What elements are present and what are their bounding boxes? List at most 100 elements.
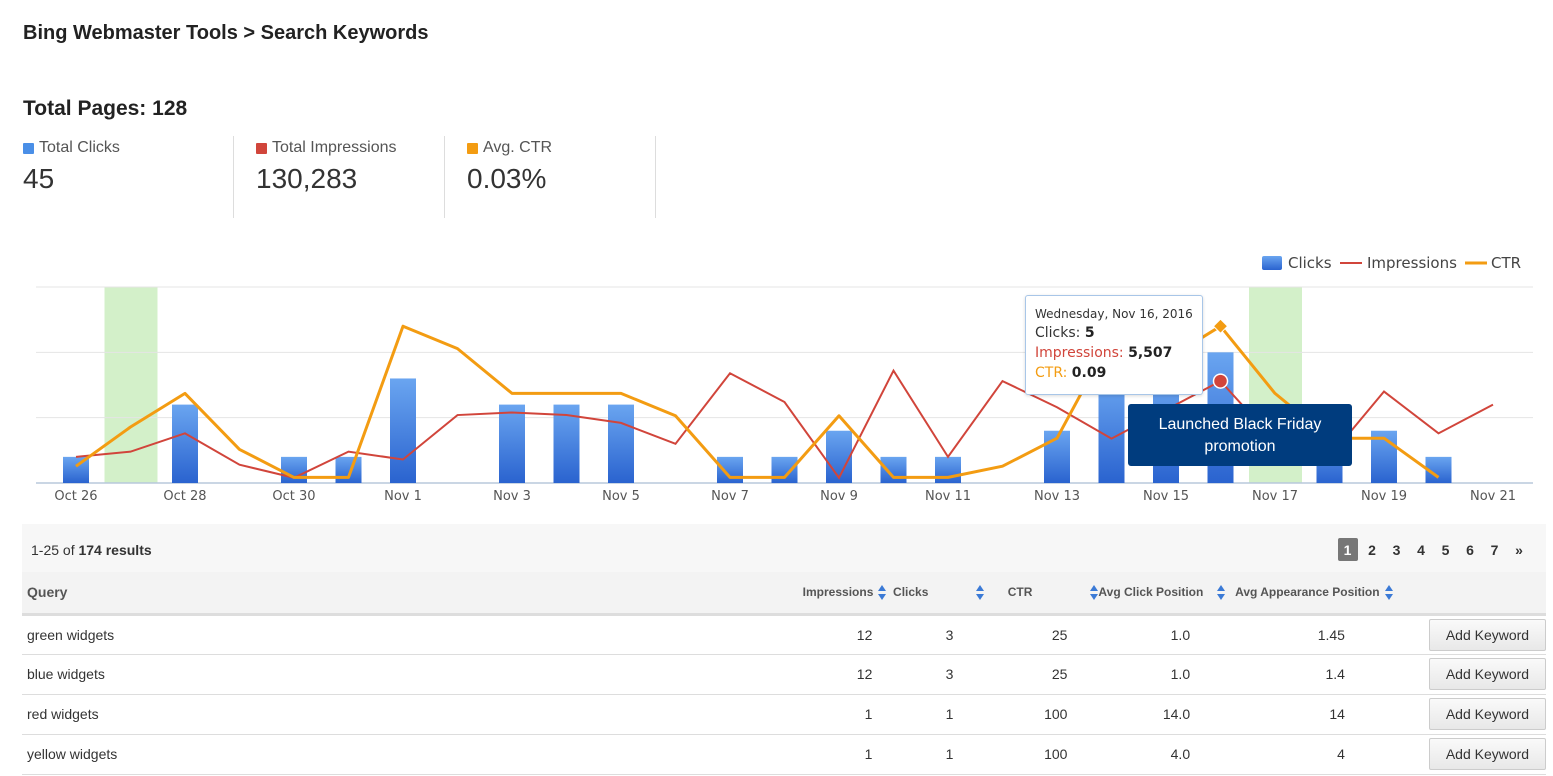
query-cell: green widgets	[22, 614, 790, 655]
col-clicks[interactable]: Clicks	[886, 572, 985, 616]
tooltip-date: Wednesday, Nov 16, 2016	[1035, 307, 1193, 321]
ctr-swatch	[467, 142, 478, 154]
x-tick-label: Nov 1	[384, 489, 422, 504]
stat-total-clicks: Total Clicks 45	[23, 136, 234, 218]
chart-annotation[interactable]: Launched Black Friday promotion	[1128, 404, 1352, 466]
table-row: yellow widgets 1 1 100 4.0 4 Add Keyword	[22, 734, 1546, 775]
sort-icon[interactable]	[1090, 584, 1099, 600]
tooltip-ctr: CTR: 0.09	[1035, 365, 1107, 381]
legend-clicks-label: Clicks	[1288, 254, 1332, 272]
col-avg-click-position[interactable]: Avg Click Position	[1098, 572, 1236, 616]
page-1-button[interactable]: 1	[1337, 538, 1358, 561]
impressions-swatch	[256, 142, 267, 154]
ctr-cell: 100	[984, 734, 1099, 775]
impressions-cell: 1	[789, 694, 887, 735]
avg-appear-cell: 1.45	[1235, 614, 1429, 655]
clicks-bar	[717, 456, 743, 483]
clicks-bar	[335, 456, 362, 483]
impressions-cell: 1	[789, 734, 887, 775]
sort-icon[interactable]	[1217, 584, 1226, 600]
page-2-button[interactable]: 2	[1368, 541, 1376, 558]
avg-click-cell: 14.0	[1098, 694, 1236, 735]
clicks-bar	[826, 430, 852, 483]
stat-avg-ctr: Avg. CTR 0.03%	[445, 136, 656, 218]
x-tick-label: Nov 13	[1034, 489, 1080, 504]
impressions-cell: 12	[789, 614, 887, 655]
x-tick-label: Nov 19	[1361, 489, 1407, 504]
page-6-button[interactable]: 6	[1466, 541, 1474, 558]
sort-icon[interactable]	[1384, 584, 1393, 600]
ctr-line	[75, 324, 1440, 479]
clicks-bar	[1098, 378, 1125, 483]
stat-label: Total Impressions	[272, 139, 397, 156]
stat-label: Total Clicks	[39, 139, 120, 156]
stat-total-impressions: Total Impressions 130,283	[234, 136, 445, 218]
table-row: green widgets 12 3 25 1.0 1.45 Add Keyword	[22, 614, 1546, 655]
x-tick-label: Nov 7	[711, 489, 749, 504]
clicks-cell: 1	[886, 734, 985, 775]
tooltip-clicks: Clicks: 5	[1035, 325, 1095, 341]
action-cell: Add Keyword	[1428, 654, 1546, 695]
avg-click-cell: 4.0	[1098, 734, 1236, 775]
add-keyword-button[interactable]: Add Keyword	[1428, 738, 1546, 770]
impressions-marker	[1212, 373, 1229, 389]
page-7-button[interactable]: 7	[1490, 541, 1499, 558]
table-header-row: Query Impressions Clicks CTR Avg Click P…	[22, 572, 1546, 616]
action-cell: Add Keyword	[1428, 614, 1546, 655]
results-count: 1-25 of 174 results	[31, 542, 152, 558]
legend-ctr-label: CTR	[1491, 254, 1521, 272]
avg-click-cell: 1.0	[1098, 654, 1236, 695]
legend-impressions-label: Impressions	[1367, 254, 1457, 272]
col-query[interactable]: Query	[22, 572, 790, 616]
avg-appear-cell: 4	[1235, 734, 1429, 775]
avg-appear-cell: 14	[1235, 694, 1429, 735]
clicks-bar	[608, 404, 634, 483]
clicks-cell: 3	[886, 654, 985, 695]
ctr-cell: 100	[984, 694, 1099, 735]
pagination: 1 2 3 4 5 6 7 »	[1333, 538, 1529, 561]
clicks-bar	[935, 456, 961, 483]
col-ctr[interactable]: CTR	[984, 572, 1099, 616]
total-pages-title: Total Pages: 128	[23, 97, 188, 120]
add-keyword-button[interactable]: Add Keyword	[1428, 658, 1546, 690]
col-impressions[interactable]: Impressions	[789, 572, 887, 616]
x-tick-label: Oct 30	[272, 489, 315, 504]
stats-summary: Total Clicks 45 Total Impressions 130,28…	[23, 136, 656, 218]
page-3-button[interactable]: 3	[1392, 541, 1401, 558]
clicks-bar	[553, 404, 580, 483]
add-keyword-button[interactable]: Add Keyword	[1428, 698, 1546, 730]
clicks-swatch	[23, 142, 34, 154]
next-page-icon[interactable]: »	[1515, 541, 1523, 558]
sort-icon[interactable]	[976, 584, 985, 600]
performance-chart[interactable]: Oct 26 Oct 28 Oct 30 Nov 1 Nov 3 Nov 5 Nov 7 No…	[0, 245, 1553, 515]
legend-clicks-swatch	[1262, 256, 1282, 270]
x-tick-label: Nov 3	[493, 489, 531, 504]
highlight-band	[104, 287, 158, 483]
ctr-marker	[1212, 318, 1229, 334]
x-tick-label: Nov 17	[1252, 489, 1298, 504]
col-action	[1428, 572, 1546, 616]
query-cell: yellow widgets	[22, 734, 790, 775]
ctr-cell: 25	[984, 614, 1099, 655]
stat-value: 130,283	[256, 163, 358, 194]
sort-icon[interactable]	[878, 584, 887, 600]
clicks-bar	[771, 456, 798, 483]
breadcrumb: Bing Webmaster Tools > Search Keywords	[23, 22, 429, 44]
add-keyword-button[interactable]: Add Keyword	[1428, 618, 1546, 651]
clicks-bar	[172, 404, 198, 483]
x-tick-label: Nov 9	[820, 489, 858, 504]
table-row: blue widgets 12 3 25 1.0 1.4 Add Keyword	[22, 654, 1546, 695]
query-cell: red widgets	[22, 694, 790, 735]
page-4-button[interactable]: 4	[1417, 541, 1425, 558]
chart-tooltip: Wednesday, Nov 16, 2016 Clicks: 5 Impres…	[1025, 295, 1203, 395]
col-avg-appearance-position[interactable]: Avg Appearance Position	[1235, 572, 1429, 616]
keywords-table: Query Impressions Clicks CTR Avg Click P…	[22, 572, 1546, 775]
clicks-bar	[390, 378, 416, 483]
clicks-bar	[499, 404, 525, 483]
clicks-bar	[880, 456, 907, 483]
page-5-button[interactable]: 5	[1441, 541, 1450, 558]
tooltip-impressions: Impressions: 5,507	[1035, 345, 1173, 361]
avg-click-cell: 1.0	[1098, 614, 1236, 655]
x-tick-label: Nov 21	[1470, 489, 1516, 504]
ctr-cell: 25	[984, 654, 1099, 695]
